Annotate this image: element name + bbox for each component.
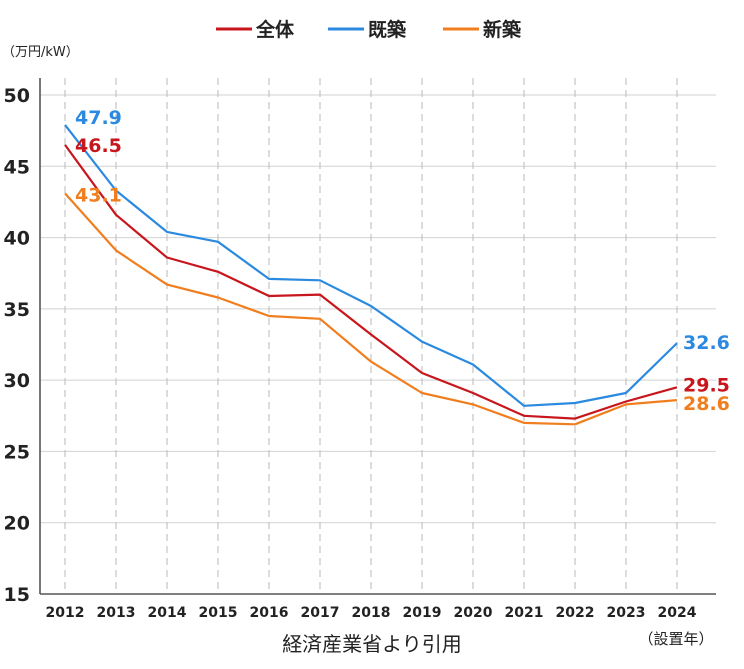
grid — [40, 78, 716, 594]
source-note: 経済産業省より引用 — [282, 632, 462, 656]
legend-label: 新築 — [483, 18, 522, 41]
x-tick-label: 2023 — [607, 605, 646, 621]
x-tick-label: 2017 — [301, 605, 340, 621]
x-tick-label: 2022 — [556, 605, 595, 621]
x-tick-label: 2016 — [250, 605, 289, 621]
y-tick-label: 15 — [4, 584, 30, 606]
data-labels: 46.5 29.5 47.9 32.6 43.1 28.6 — [75, 107, 730, 415]
series-line-3 — [64, 192, 678, 426]
x-tick-label: 2024 — [658, 605, 697, 621]
legend: 全体 既築 新築 — [216, 18, 522, 41]
y-tick-label: 35 — [4, 299, 30, 321]
x-tick-label: 2018 — [352, 605, 391, 621]
start-value-label: 46.5 — [75, 135, 122, 157]
y-tick-label: 40 — [4, 228, 30, 250]
y-tick-label: 25 — [4, 441, 30, 463]
y-axis-label: （万円/kW） — [2, 45, 79, 60]
x-axis-label: （設置年） — [638, 630, 713, 648]
x-tick-label: 2021 — [505, 605, 544, 621]
axes: 15 20 25 30 35 40 45 50 2012 2013 2014 2015 2016 2017… — [2, 45, 716, 656]
series-lines — [64, 124, 678, 426]
start-value-label: 43.1 — [75, 184, 122, 206]
end-value-label: 32.6 — [683, 332, 730, 354]
x-tick-label: 2019 — [403, 605, 442, 621]
series-line-1 — [64, 144, 678, 420]
series-line-2 — [64, 124, 678, 407]
x-tick-label: 2013 — [97, 605, 136, 621]
x-tick-label: 2014 — [148, 605, 187, 621]
end-value-label: 29.5 — [683, 374, 730, 396]
start-value-label: 47.9 — [75, 107, 122, 129]
y-tick-label: 30 — [4, 370, 30, 392]
legend-label: 全体 — [255, 18, 295, 41]
y-tick-label: 50 — [4, 85, 30, 107]
x-tick-label: 2012 — [46, 605, 85, 621]
y-tick-label: 45 — [4, 156, 30, 178]
x-tick-label: 2015 — [199, 605, 238, 621]
legend-label: 既築 — [368, 18, 407, 41]
y-tick-label: 20 — [4, 513, 30, 535]
x-tick-label: 2020 — [454, 605, 493, 621]
end-value-label: 28.6 — [683, 393, 730, 415]
